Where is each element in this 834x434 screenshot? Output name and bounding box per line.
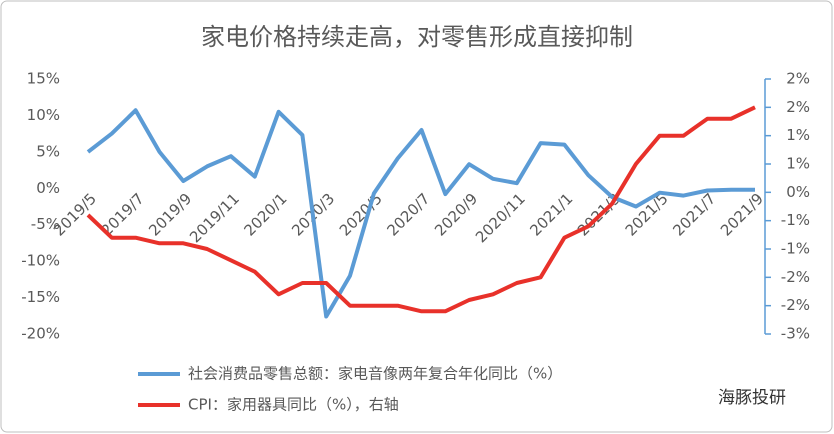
legend-label: CPI：家用器具同比（%），右轴 [188,396,399,414]
y-tick-label: -10% [21,252,60,270]
y2-tick-label: -1% [781,240,810,258]
y2-tick-label: 1% [786,126,810,144]
y-tick-label: 10% [27,106,60,124]
y-tick-label: 0% [36,179,60,197]
y-tick-label: -15% [21,288,60,306]
chart-title: 家电价格持续走高，对零售形成直接抑制 [201,23,633,51]
y2-tick-label: 2% [786,70,810,88]
y-tick-label: 5% [36,142,60,160]
y2-tick-label: -1% [781,211,810,229]
y2-tick-label: -2% [781,296,810,314]
y2-tick-label: 1% [786,155,810,173]
series-line [86,108,755,319]
y-tick-label: -5% [31,215,60,233]
series-line [86,105,756,314]
y2-tick-label: 0% [786,183,810,201]
y2-tick-label: -3% [781,325,810,343]
y2-tick-label: 2% [786,98,810,116]
y-tick-label: -20% [21,325,60,343]
source: 海豚投研 [718,388,786,408]
y-tick-label: 15% [27,70,60,88]
legend-label: 社会消费品零售总额：家电音像两年复合年化同比（%） [188,365,562,383]
y2-tick-label: -2% [781,268,810,286]
